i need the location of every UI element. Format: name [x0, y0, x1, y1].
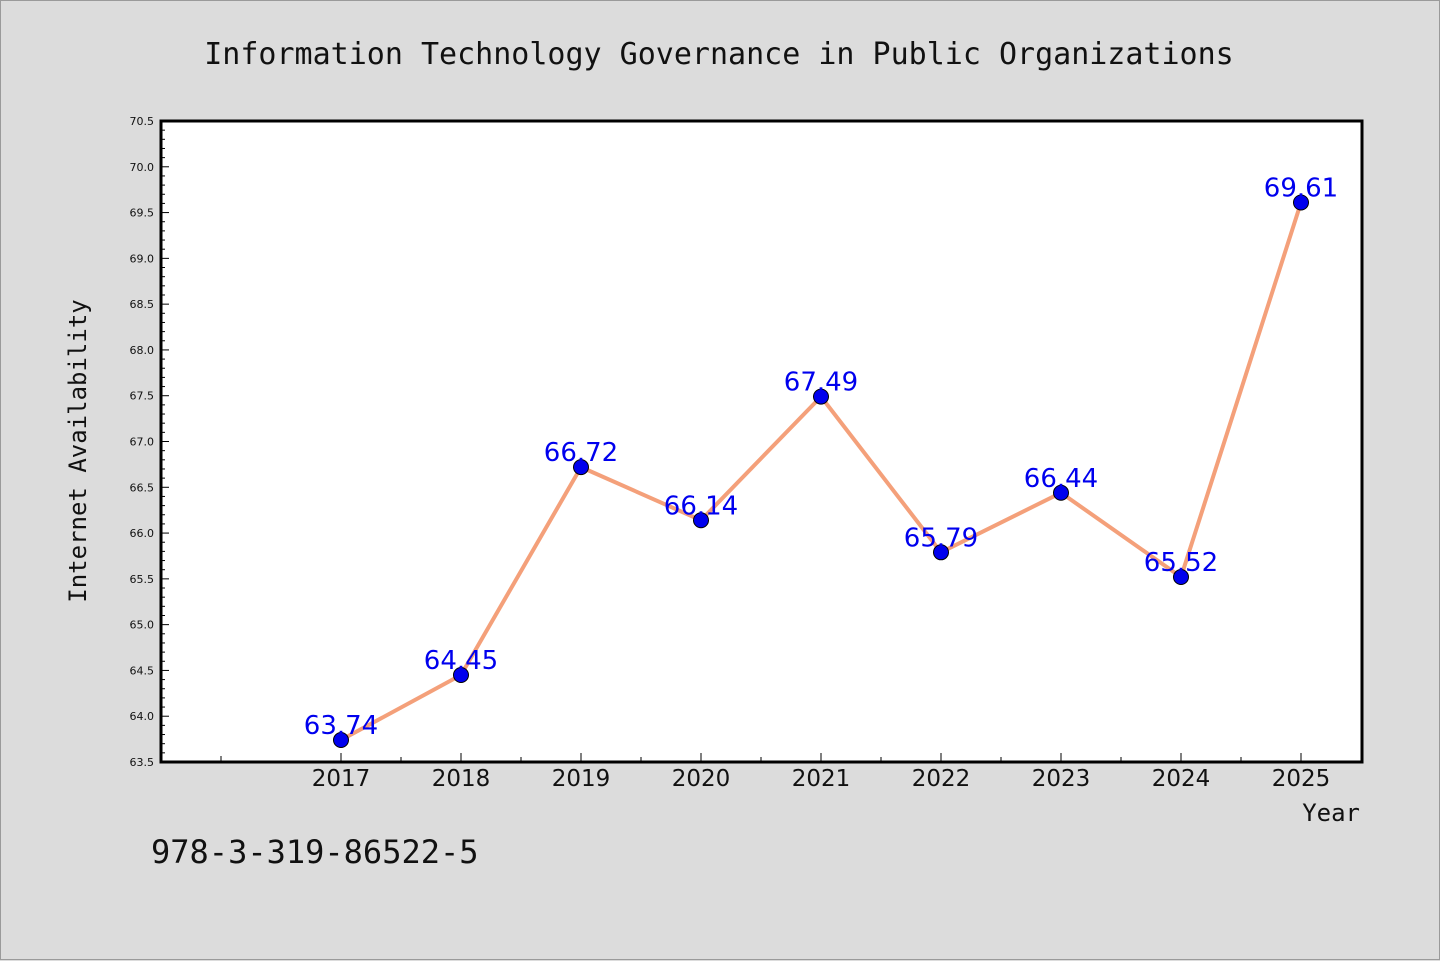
y-tick-label: 68.0 [130, 344, 155, 357]
data-label: 66.72 [544, 438, 618, 468]
data-point-marker [813, 388, 829, 405]
data-point-marker [333, 732, 349, 749]
x-tick-label: 2017 [312, 766, 371, 792]
data-point-marker [453, 667, 469, 684]
y-axis: 63.5 64.0 64.5 65.0 65.5 66.0 66.5 67.0 67.5 68.0… [130, 115, 169, 769]
data-label: 66.44 [1024, 464, 1098, 494]
data-label: 67.49 [784, 368, 858, 398]
data-labels-group: 63.74 64.45 66.72 66.14 67.49 65.79 66.44 65.52… [304, 173, 1338, 741]
data-point-marker [1173, 569, 1189, 586]
x-tick-label: 2024 [1152, 766, 1211, 792]
data-point-marker [1293, 194, 1309, 211]
x-tick-label: 2018 [432, 766, 491, 792]
y-tick-label: 63.5 [130, 756, 155, 769]
x-tick-label: 2022 [912, 766, 971, 792]
y-tick-label: 65.5 [130, 573, 155, 586]
data-label: 64.45 [424, 646, 498, 676]
isbn-text: 978-3-319-86522-5 [151, 833, 479, 871]
plot-area [159, 119, 1364, 764]
y-tick-label: 64.5 [130, 664, 155, 677]
y-tick-label: 70.5 [130, 115, 155, 128]
data-label: 66.14 [664, 491, 738, 521]
y-tick-label: 66.0 [130, 527, 155, 540]
markers-group [333, 194, 1309, 749]
y-axis-label: Internet Availability [64, 299, 92, 602]
y-tick-label: 67.0 [130, 436, 155, 449]
y-tick-label: 68.5 [130, 298, 155, 311]
x-tick-label: 2020 [672, 766, 731, 792]
data-label: 65.79 [904, 523, 978, 553]
data-label: 65.52 [1144, 548, 1218, 578]
x-axis: 2017 2018 2019 2020 2021 2022 2023 2024 2025 [220, 753, 1331, 792]
data-label: 63.74 [304, 711, 378, 741]
data-label: 69.61 [1264, 173, 1338, 203]
y-tick-label: 64.0 [130, 710, 155, 723]
chart-title: Information Technology Governance in Pub… [204, 37, 1234, 72]
x-axis-label: Year [1302, 799, 1360, 827]
x-tick-label: 2019 [552, 766, 611, 792]
y-tick-label: 67.5 [130, 390, 155, 403]
x-tick-label: 2021 [792, 766, 851, 792]
y-tick-label: 69.5 [130, 207, 155, 220]
data-point-marker [933, 544, 949, 561]
y-tick-label: 70.0 [130, 161, 155, 174]
x-tick-label: 2023 [1032, 766, 1091, 792]
x-tick-label: 2025 [1272, 766, 1331, 792]
y-tick-label: 69.0 [130, 252, 155, 265]
data-point-marker [1053, 484, 1069, 501]
y-tick-label: 66.5 [130, 481, 155, 494]
data-point-marker [693, 512, 709, 529]
data-point-marker [573, 459, 589, 476]
y-tick-label: 65.0 [130, 619, 155, 632]
